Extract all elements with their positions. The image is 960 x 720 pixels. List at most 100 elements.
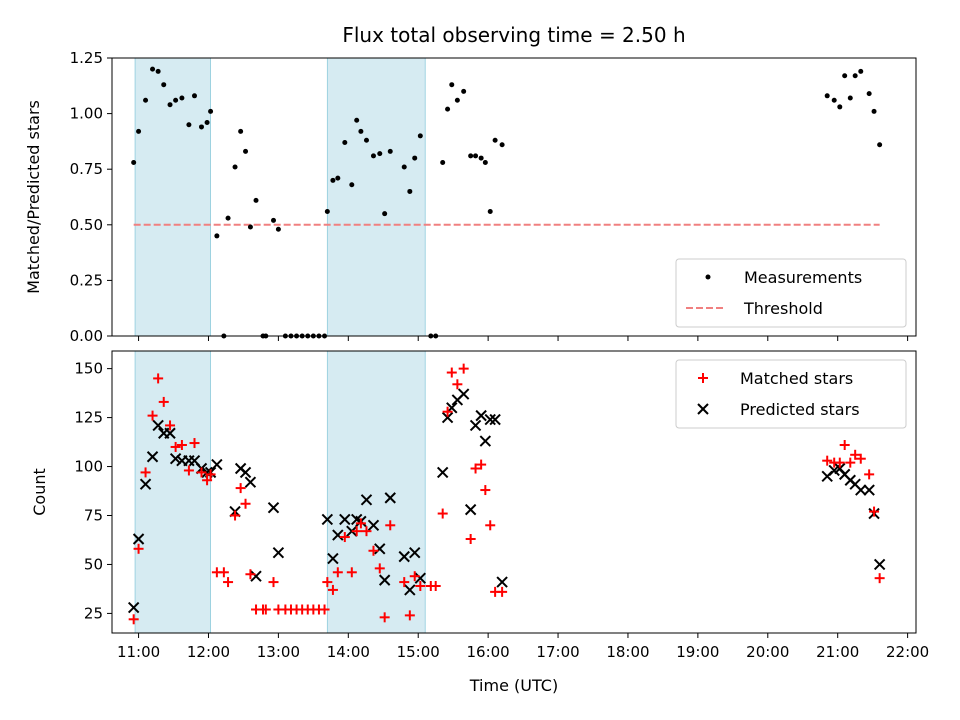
matched-point xyxy=(379,612,390,623)
predicted-point xyxy=(479,435,492,447)
measurement-point xyxy=(401,164,407,170)
matched-point xyxy=(845,457,856,468)
ratio-y-tick-label: 0.25 xyxy=(70,271,103,289)
measurement-point xyxy=(478,155,484,161)
x-tick-label: 20:00 xyxy=(746,643,789,661)
measurement-point xyxy=(136,128,142,134)
x-tick-label: 12:00 xyxy=(187,643,230,661)
matched-point xyxy=(189,438,200,449)
measurement-point xyxy=(324,208,330,214)
matched-point xyxy=(133,543,144,554)
matched-point xyxy=(183,465,194,476)
measurement-point xyxy=(417,133,423,139)
chart-title: Flux total observing time = 2.50 h xyxy=(342,23,685,47)
matched-point xyxy=(319,604,330,615)
matched-point xyxy=(485,520,496,531)
count-shaded-interval xyxy=(134,350,211,634)
predicted-point xyxy=(367,519,380,531)
measurement-point xyxy=(253,197,259,203)
measurement-point xyxy=(155,68,161,74)
count-y-axis-label: Count xyxy=(30,468,49,516)
matched-point xyxy=(355,518,366,529)
matched-point xyxy=(839,440,850,450)
matched-point xyxy=(235,483,246,494)
predicted-point xyxy=(441,411,454,424)
matched-point xyxy=(869,506,880,517)
matched-point xyxy=(245,569,256,580)
legend-measurements-label: Measurements xyxy=(744,268,862,287)
matched-point xyxy=(430,581,441,591)
ratio-y-axis-label: Matched/Predicted stars xyxy=(24,100,43,294)
measurement-point xyxy=(382,211,388,217)
predicted-point xyxy=(152,419,164,432)
measurement-point xyxy=(358,128,364,134)
predicted-point xyxy=(360,494,373,506)
predicted-point xyxy=(339,513,351,526)
measurement-point xyxy=(866,91,872,97)
predicted-point xyxy=(378,574,391,586)
measurement-point xyxy=(247,224,253,230)
legend-predicted-label: Predicted stars xyxy=(740,400,860,419)
matched-point xyxy=(332,567,343,578)
measurement-point xyxy=(225,215,231,221)
matched-point xyxy=(446,367,457,378)
matched-point xyxy=(230,510,241,521)
x-tick-label: 22:00 xyxy=(886,643,929,661)
matched-point xyxy=(470,463,481,474)
predicted-point xyxy=(139,478,152,490)
x-tick-label: 21:00 xyxy=(816,643,859,661)
matched-point xyxy=(361,526,372,537)
predicted-point xyxy=(211,458,223,471)
measurement-point xyxy=(275,226,281,232)
measurement-point xyxy=(204,119,210,125)
measurement-point xyxy=(412,155,418,161)
x-tick-label: 14:00 xyxy=(327,643,370,661)
measurement-point xyxy=(335,175,341,181)
predicted-point xyxy=(127,601,140,614)
matched-point xyxy=(476,459,487,470)
measurement-point xyxy=(387,148,393,154)
measurement-point xyxy=(131,160,137,166)
matched-point xyxy=(415,581,426,591)
measurement-point xyxy=(407,188,413,194)
measurement-point xyxy=(492,137,498,143)
predicted-point xyxy=(244,476,257,488)
matched-point xyxy=(351,526,362,537)
x-tick-label: 17:00 xyxy=(536,643,579,661)
predicted-point xyxy=(414,572,427,584)
matched-point xyxy=(176,440,187,450)
count-y-tick-label: 100 xyxy=(74,458,103,476)
predicted-point xyxy=(169,453,182,465)
count-y-tick-label: 75 xyxy=(84,507,103,525)
matched-point xyxy=(374,563,385,574)
measurement-point xyxy=(482,160,488,166)
matched-point xyxy=(205,469,216,480)
measurement-point xyxy=(214,233,220,239)
measurement-point xyxy=(354,117,360,123)
measurement-point xyxy=(370,153,376,159)
matched-point xyxy=(855,453,866,464)
predicted-point xyxy=(489,413,501,426)
matched-point xyxy=(874,573,885,584)
matched-point xyxy=(480,485,491,496)
measurement-point xyxy=(238,128,244,134)
x-axis-label: Time (UTC) xyxy=(469,676,558,695)
matched-point xyxy=(404,610,415,621)
x-tick-label: 16:00 xyxy=(467,643,510,661)
matched-point xyxy=(196,467,207,478)
matched-point xyxy=(409,571,420,582)
predicted-point xyxy=(863,484,875,496)
matched-point xyxy=(339,532,350,543)
matched-point xyxy=(346,567,357,578)
predicted-point xyxy=(146,451,159,463)
legend-threshold-label: Threshold xyxy=(743,299,823,318)
ratio-legend: Measurements Threshold xyxy=(675,258,907,328)
measurement-point xyxy=(161,82,167,88)
count-panel: 25 50 75 100 125 150 11:00 12:00 13:00 14:00 15:0… xyxy=(30,350,929,695)
matched-point xyxy=(834,457,845,468)
matched-point xyxy=(218,567,229,578)
measurement-point xyxy=(349,182,355,188)
measurement-point xyxy=(167,102,173,108)
predicted-point xyxy=(239,466,252,479)
